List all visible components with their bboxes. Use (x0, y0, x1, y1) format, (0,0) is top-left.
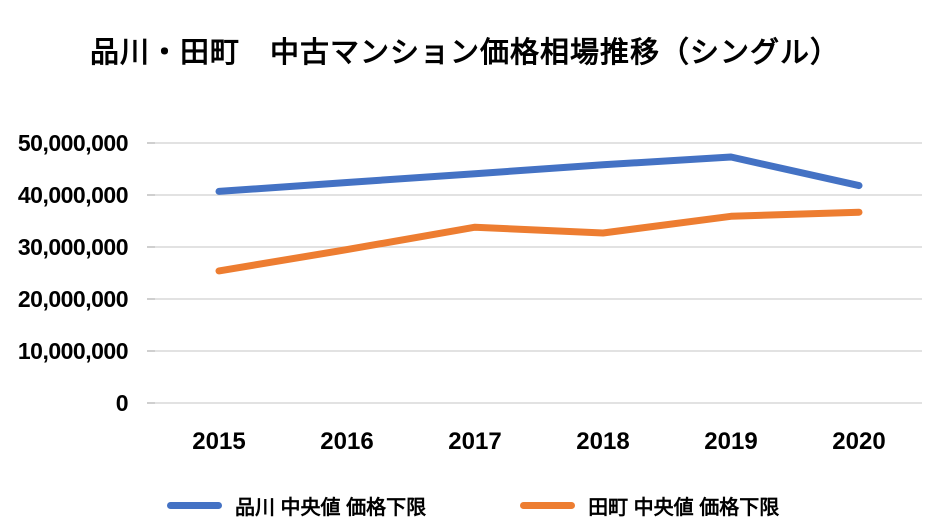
y-axis-tick-label: 30,000,000 (17, 234, 129, 260)
chart-title: 品川・田町 中古マンション価格相場推移（シングル） (89, 37, 840, 69)
x-axis-tick-label: 2019 (704, 428, 758, 455)
legend: 品川 中央値 価格下限 田町 中央値 価格下限 (167, 491, 779, 520)
x-axis-tick-label: 2016 (320, 428, 374, 455)
legend-item-0: 品川 中央値 価格下限 (167, 491, 426, 520)
series-line-0 (215, 153, 863, 195)
legend-label: 品川 中央値 価格下限 (235, 497, 427, 519)
x-axis-tick-label: 2017 (448, 428, 502, 455)
series-lines (215, 153, 863, 275)
x-axis-tick-label: 2015 (192, 428, 246, 455)
y-axis-tick-label: 50,000,000 (17, 130, 129, 156)
legend-line-swatch (167, 502, 222, 509)
x-axis-tick-label: 2018 (576, 428, 630, 455)
y-axis-tick-label: 20,000,000 (17, 286, 129, 312)
legend-line-swatch (520, 502, 576, 509)
legend-item-1: 田町 中央値 価格下限 (520, 491, 779, 520)
legend-label: 田町 中央値 価格下限 (588, 497, 780, 519)
y-axis-tick-label: 40,000,000 (17, 182, 129, 208)
x-axis-tick-label: 2020 (832, 428, 886, 455)
y-axis-tick-label: 10,000,000 (17, 338, 129, 364)
gridlines (147, 142, 922, 404)
y-axis-tick-label: 0 (115, 390, 129, 416)
series-line-1 (215, 208, 863, 275)
